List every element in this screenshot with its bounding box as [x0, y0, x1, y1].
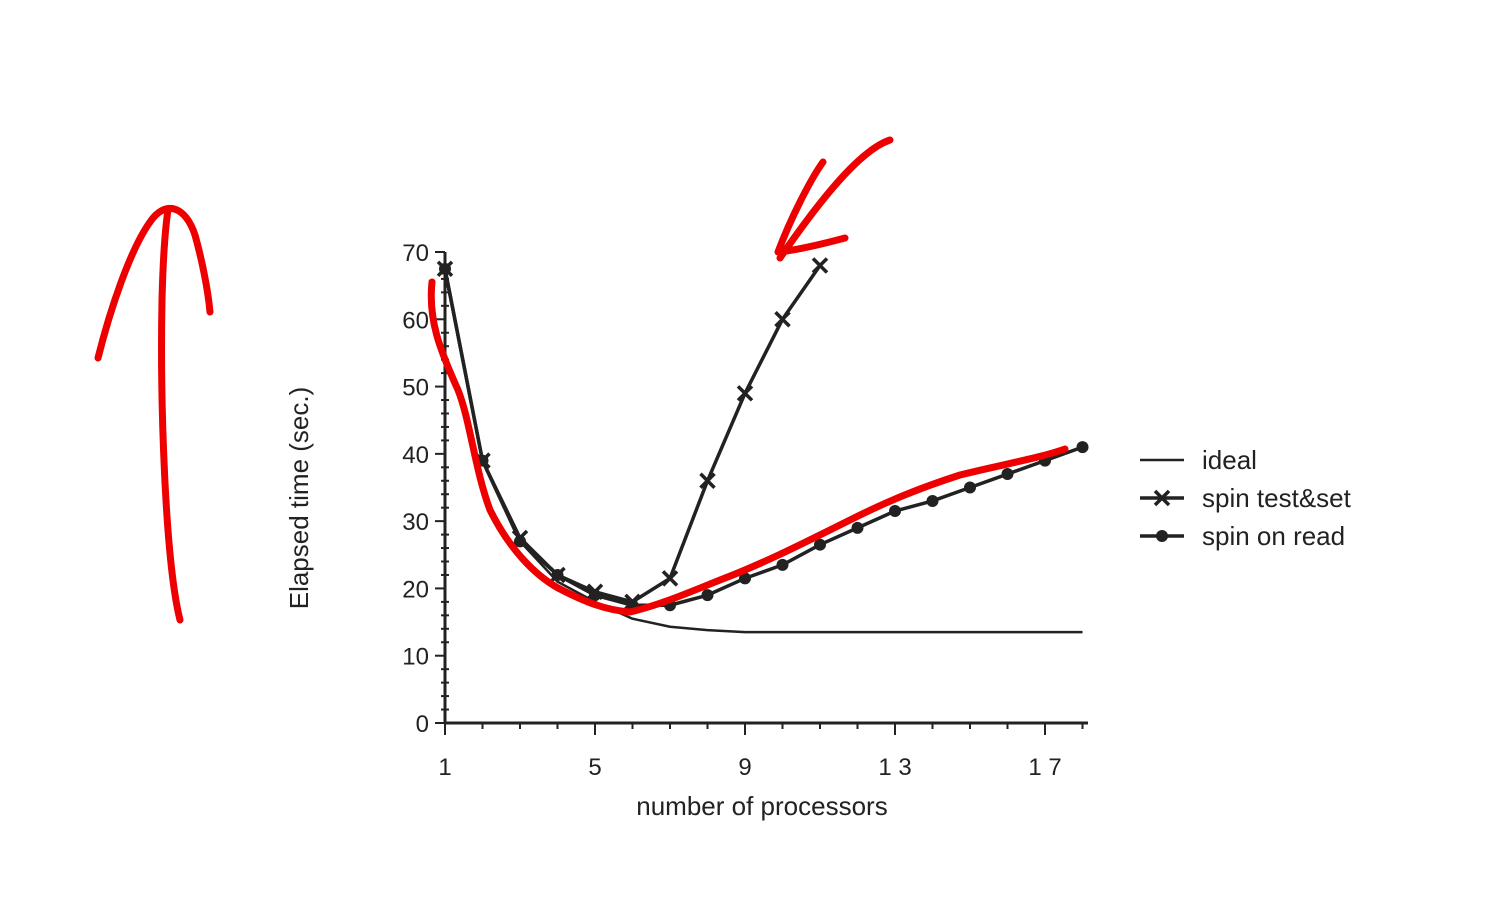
data-point-spin-on-read: [851, 521, 864, 534]
x-tick-label: 9: [738, 754, 751, 781]
x-tick-label: 5: [588, 754, 601, 781]
legend-marker: [1156, 530, 1168, 542]
y-tick-label: 10: [402, 644, 429, 671]
legend-label: spin test&set: [1202, 483, 1352, 513]
y-tick-label: 30: [402, 509, 429, 536]
legend-label: ideal: [1202, 445, 1257, 475]
data-point-spin-on-read: [814, 538, 826, 551]
highlight-curve-annotation: [427, 278, 1069, 616]
data-point-spin-test-set: [736, 385, 754, 402]
data-point-spin-on-read: [1001, 468, 1014, 481]
data-point-spin-on-read: [776, 558, 789, 571]
up-arrow-annotation: [94, 205, 214, 624]
legend-item-spin-on-read: spin on read: [1140, 521, 1345, 551]
series-line-ideal: [443, 271, 1083, 634]
data-point-spin-on-read: [514, 535, 526, 548]
data-point-spin-on-read: [589, 589, 601, 602]
legend: ideal spin test&set spin on read: [1140, 445, 1352, 551]
y-axis-label: Elapsed time (sec.): [284, 387, 314, 610]
data-point-spin-test-set: [699, 472, 716, 490]
y-tick-label: 0: [416, 711, 429, 738]
series-line-spin-on-read: [443, 268, 1084, 607]
series-ideal: [443, 271, 1083, 634]
annotations: [94, 136, 1069, 624]
axes: [443, 252, 1088, 725]
data-point-spin-test-set: [661, 570, 679, 587]
x-axis-ticks: 1 5 9 1 3 1 7: [438, 723, 1084, 781]
series-line-spin-test-set: [443, 264, 822, 604]
data-point-spin-on-read: [1076, 441, 1089, 454]
x-tick-label: 1 3: [878, 754, 911, 781]
data-point-spin-on-read: [701, 589, 714, 602]
y-axis-ticks: 0 10 20 30 40 50 60 70: [402, 240, 449, 738]
y-tick-label: 50: [402, 375, 429, 402]
data-point-spin-on-read: [926, 494, 939, 507]
y-tick-label: 60: [402, 307, 429, 334]
legend-label: spin on read: [1202, 521, 1345, 551]
data-point-spin-on-read: [439, 262, 451, 275]
legend-marker: [1153, 489, 1171, 507]
data-point-spin-on-read: [739, 572, 751, 585]
down-left-arrow-annotation: [774, 136, 894, 262]
y-tick-label: 70: [402, 240, 429, 267]
data-point-spin-on-read: [551, 568, 564, 581]
legend-item-ideal: ideal: [1140, 445, 1257, 475]
data-point-spin-test-set: [774, 311, 791, 328]
y-tick-label: 20: [402, 576, 429, 603]
x-tick-label: 1: [438, 754, 451, 781]
x-tick-label: 1 7: [1028, 754, 1061, 781]
data-point-spin-on-read: [889, 505, 901, 518]
legend-item-spin-test-set: spin test&set: [1140, 483, 1352, 513]
data-point-spin-test-set: [811, 257, 829, 274]
x-axis-label: number of processors: [636, 791, 887, 821]
y-tick-label: 40: [402, 442, 429, 469]
data-point-spin-on-read: [964, 481, 976, 494]
series-spin-on-read: [439, 262, 1089, 612]
